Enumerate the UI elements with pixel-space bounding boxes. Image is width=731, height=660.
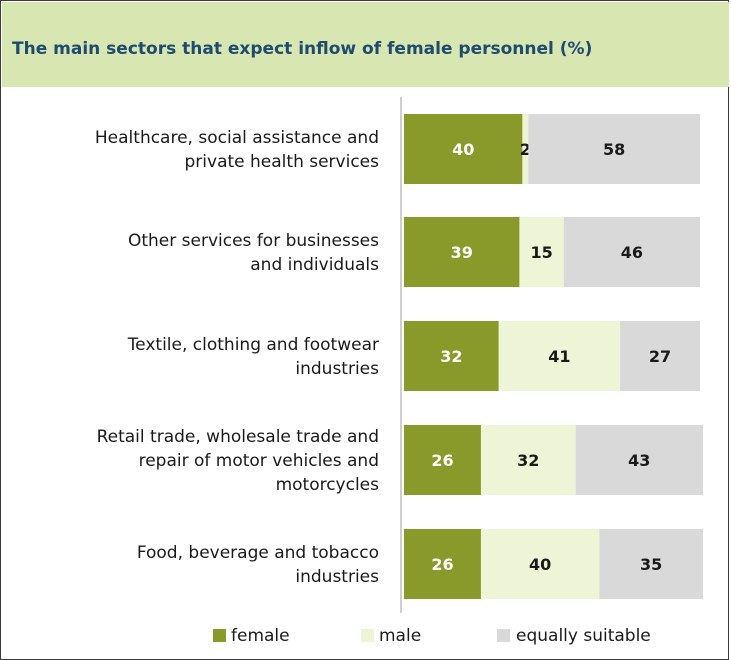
legend-swatch-male <box>361 629 374 642</box>
category-label: Healthcare, social assistance and private… <box>95 128 379 172</box>
bar-segment-female <box>404 529 481 599</box>
data-label: 26 <box>431 555 453 574</box>
bar-segment-equally-suitable <box>563 217 700 287</box>
bar-segment-male <box>522 114 529 184</box>
data-label: 26 <box>431 451 453 470</box>
category-label: Textile, clothing and footwear industries <box>127 335 379 379</box>
bar-segment-equally-suitable <box>620 321 700 391</box>
category-label: Retail trade, wholesale trade and repair … <box>97 427 380 495</box>
data-label: 46 <box>621 243 643 262</box>
bar-segment-male <box>519 217 564 287</box>
data-label: 39 <box>451 243 473 262</box>
data-label: 15 <box>531 243 553 262</box>
legend-swatch-female <box>213 629 226 642</box>
data-label: 40 <box>529 555 551 574</box>
data-label: 35 <box>640 555 662 574</box>
data-label: 2 <box>520 140 531 159</box>
bar-segment-female <box>404 114 523 184</box>
data-label: 43 <box>628 451 650 470</box>
bar-segment-equally-suitable <box>599 529 703 599</box>
chart-title: The main sectors that expect inflow of f… <box>12 39 593 59</box>
data-label: 41 <box>548 347 570 366</box>
category-label: Food, beverage and tobacco industries <box>137 543 379 587</box>
bar-segment-equally-suitable <box>575 425 703 495</box>
bar-segment-equally-suitable <box>528 114 700 184</box>
bar-segment-female <box>404 425 481 495</box>
bar-segment-female <box>404 217 520 287</box>
data-label: 58 <box>603 140 625 159</box>
data-label: 27 <box>649 347 671 366</box>
legend-label: female <box>231 626 290 646</box>
legend-swatch-equally-suitable <box>497 629 510 642</box>
legend-label: male <box>379 626 421 646</box>
data-label: 40 <box>452 140 474 159</box>
bar-segment-male <box>480 425 576 495</box>
legend-label: equally suitable <box>516 626 651 646</box>
bar-segment-female <box>404 321 499 391</box>
bar-segment-male <box>498 321 621 391</box>
bar-segment-male <box>480 529 600 599</box>
data-label: 32 <box>517 451 539 470</box>
data-label: 32 <box>440 347 462 366</box>
title-bar: The main sectors that expect inflow of f… <box>2 2 729 87</box>
category-label: Other services for businesses and individ… <box>128 231 379 275</box>
